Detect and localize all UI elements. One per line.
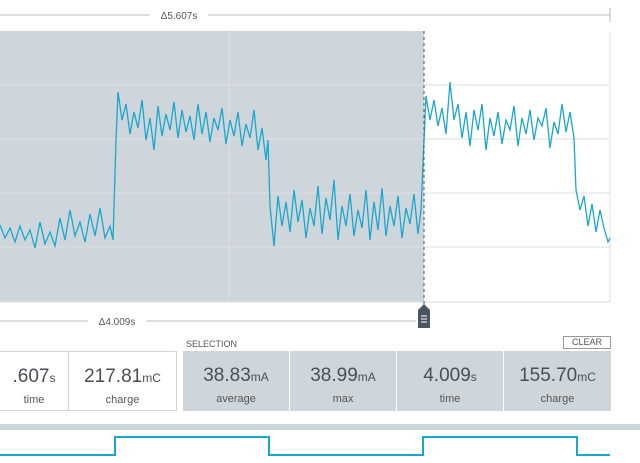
handle-grip: [421, 315, 427, 323]
stat-value: 38.99mA: [290, 365, 396, 387]
stat-box: 155.70mC charge: [504, 351, 611, 411]
text: mC: [577, 370, 596, 384]
stat-value: 217.81mC: [69, 366, 176, 388]
stat-value: 4.009s: [397, 365, 503, 387]
clear-button[interactable]: CLEAR: [563, 336, 611, 349]
stat-value: .607s: [0, 366, 68, 388]
text: mA: [250, 370, 269, 384]
stat-box: 4.009s time: [397, 351, 504, 411]
stat-value: 155.70mC: [504, 365, 611, 387]
stat-label: max: [332, 393, 354, 405]
text: 38.83: [203, 365, 251, 386]
stat-label: time: [439, 393, 461, 405]
selection-title: SELECTION: [186, 339, 238, 349]
text: mC: [142, 371, 161, 385]
text: 217.81: [84, 366, 143, 387]
stat-value: 38.83mA: [183, 365, 289, 387]
stat-label: charge: [105, 394, 140, 406]
text: s: [49, 371, 56, 385]
text: 155.70: [519, 365, 578, 386]
text: 4.009: [423, 365, 471, 386]
stat-label: time: [23, 394, 45, 406]
text: .607: [12, 366, 50, 387]
selection-span: Δ4.009s: [99, 317, 136, 328]
current-trace: [0, 81, 611, 249]
stat-box: 38.99mA max: [290, 351, 397, 411]
text: s: [470, 370, 477, 384]
stat-label: average: [216, 393, 256, 405]
digital-bar: [0, 424, 640, 430]
selection-area: [0, 31, 424, 302]
chart-span: Δ5.607s: [161, 11, 198, 22]
text: 38.99: [310, 365, 358, 386]
stat-label: charge: [540, 393, 575, 405]
text: mA: [357, 370, 376, 384]
stat-box: 217.81mC charge: [68, 351, 177, 411]
grid: [0, 31, 611, 303]
stat-box: 38.83mA average: [183, 351, 290, 411]
digital-trace: [0, 436, 610, 456]
stat-box: .607s time: [0, 351, 69, 411]
